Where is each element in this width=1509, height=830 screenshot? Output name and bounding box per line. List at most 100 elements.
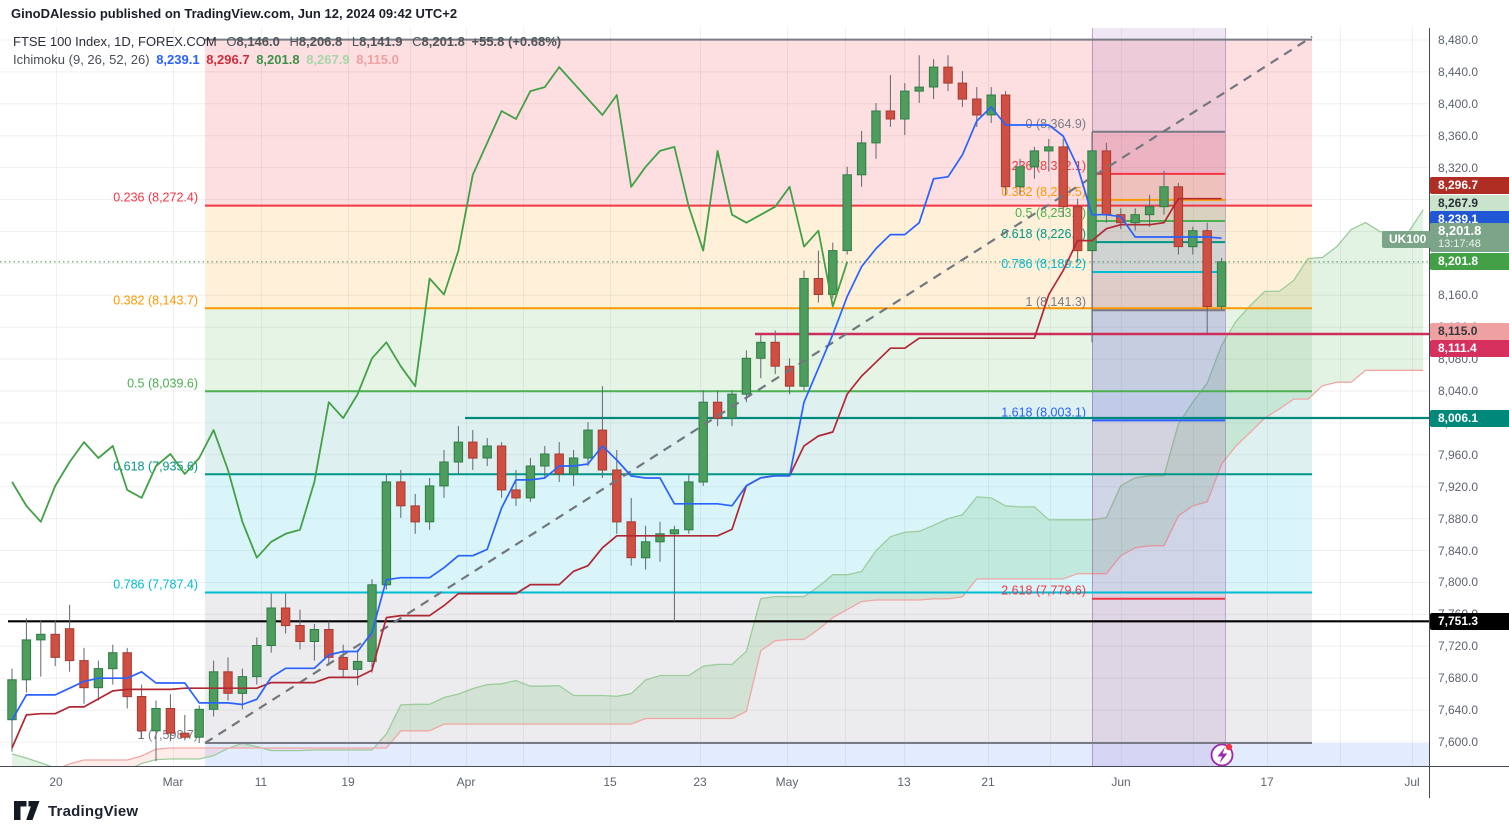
candle[interactable] <box>79 647 89 704</box>
fib-level-label: 1 (8,141.3) <box>1026 295 1086 309</box>
candle[interactable] <box>50 620 60 667</box>
tradingview-brand-text[interactable]: TradingView <box>48 802 139 820</box>
candle[interactable] <box>741 350 752 403</box>
candle[interactable] <box>324 621 334 666</box>
senkou-a-line <box>11 209 1424 766</box>
candle[interactable] <box>424 478 435 530</box>
candle[interactable] <box>626 497 636 566</box>
candle[interactable] <box>165 694 176 742</box>
candle[interactable] <box>352 649 363 686</box>
candle[interactable] <box>1188 226 1198 255</box>
candles-layer[interactable] <box>7 55 1227 762</box>
candle[interactable] <box>784 358 795 395</box>
candle[interactable] <box>943 55 953 92</box>
ichimoku-lines-layer <box>11 66 1222 749</box>
candle[interactable] <box>813 250 824 303</box>
time-tick: 11 <box>254 775 268 789</box>
candle[interactable] <box>482 438 492 466</box>
candle[interactable] <box>1144 194 1155 227</box>
indicator-title[interactable]: Ichimoku (9, 26, 52, 26) <box>13 52 150 67</box>
candle[interactable] <box>540 446 550 478</box>
price-axis[interactable]: 8,480.08,440.08,400.08,360.08,320.08,280… <box>1429 28 1509 766</box>
symbol-title[interactable]: FTSE 100 Index, 1D, FOREX.COM <box>13 34 217 49</box>
candle[interactable] <box>194 705 204 743</box>
candle[interactable] <box>1216 257 1227 310</box>
fib-band <box>205 391 1312 475</box>
candle[interactable] <box>36 620 46 677</box>
candle[interactable] <box>799 270 809 391</box>
candle[interactable] <box>151 700 161 762</box>
candle[interactable] <box>266 593 276 653</box>
candle[interactable] <box>1173 182 1184 255</box>
candle-body <box>64 628 75 662</box>
time-tick: May <box>775 775 799 789</box>
candle[interactable] <box>280 593 291 634</box>
candle[interactable] <box>439 450 449 498</box>
candle-body <box>1173 186 1184 248</box>
candle[interactable] <box>453 426 464 474</box>
ichimoku-lead-b-value: 8,115.0 <box>356 52 399 67</box>
candle[interactable] <box>1044 138 1054 171</box>
candle[interactable] <box>1029 146 1040 179</box>
candle[interactable] <box>511 470 521 506</box>
candle[interactable] <box>1159 170 1169 215</box>
candle-body <box>540 453 550 467</box>
fib-level-label: 0.5 (8,253.1) <box>1015 206 1086 220</box>
candle[interactable] <box>1116 208 1126 230</box>
candle[interactable] <box>410 493 420 534</box>
candle[interactable] <box>856 130 867 187</box>
candle[interactable] <box>986 87 996 123</box>
candle[interactable] <box>871 103 881 159</box>
candle[interactable] <box>252 637 262 685</box>
candle[interactable] <box>309 623 320 661</box>
candle[interactable] <box>770 330 780 375</box>
candle-body <box>511 489 521 499</box>
candle-body <box>410 505 420 523</box>
candle-body <box>108 652 118 670</box>
chart-pane[interactable]: 0.236 (8,272.4) 0.382 (8,143.7) 0.5 (8,039… <box>0 28 1434 766</box>
event-marker[interactable] <box>1210 743 1234 766</box>
time-axis[interactable]: 20 Mar 11 19 Apr 15 23 May 13 21 Jun 17 Jul <box>0 766 1509 798</box>
candle[interactable] <box>1000 91 1011 195</box>
candle[interactable] <box>655 521 665 562</box>
candle[interactable] <box>338 644 348 678</box>
candle[interactable] <box>712 390 723 427</box>
legend-symbol-row[interactable]: FTSE 100 Index, 1D, FOREX.COM O8,146.0 H… <box>13 33 561 51</box>
candle[interactable] <box>93 660 104 701</box>
candle[interactable] <box>756 334 766 379</box>
candle[interactable] <box>842 166 852 255</box>
candle[interactable] <box>885 75 896 127</box>
price-chart-canvas[interactable]: 0.236 (8,272.4) 0.382 (8,143.7) 0.5 (8,039… <box>0 28 1429 766</box>
candle[interactable] <box>1202 222 1212 334</box>
candle[interactable] <box>612 450 622 534</box>
candle[interactable] <box>914 55 924 103</box>
candle[interactable] <box>396 470 406 518</box>
candle[interactable] <box>223 657 233 701</box>
candle[interactable] <box>698 390 708 486</box>
candle[interactable] <box>136 684 147 739</box>
candle[interactable] <box>640 525 651 570</box>
candle[interactable] <box>21 618 32 693</box>
candle[interactable] <box>900 83 910 135</box>
candle[interactable] <box>180 714 190 741</box>
candle-body <box>122 652 132 698</box>
candle[interactable] <box>828 242 838 299</box>
candle[interactable] <box>468 430 478 470</box>
candle[interactable] <box>367 579 377 673</box>
legend-indicator-row[interactable]: Ichimoku (9, 26, 52, 26) 8,239.1 8,296.7… <box>13 51 561 69</box>
candle[interactable] <box>381 474 392 590</box>
candle[interactable] <box>1072 198 1083 263</box>
candle[interactable] <box>1101 142 1112 223</box>
candle[interactable] <box>669 525 680 622</box>
candle[interactable] <box>957 71 968 107</box>
candle[interactable] <box>295 609 305 650</box>
candle[interactable] <box>1058 138 1068 218</box>
candle[interactable] <box>64 604 75 672</box>
candle[interactable] <box>1015 158 1025 195</box>
candle[interactable] <box>496 442 507 498</box>
candle[interactable] <box>1130 208 1140 231</box>
candle[interactable] <box>928 59 939 99</box>
tradingview-logo-icon[interactable] <box>14 801 40 821</box>
candle[interactable] <box>583 422 593 466</box>
candle[interactable] <box>554 442 564 482</box>
